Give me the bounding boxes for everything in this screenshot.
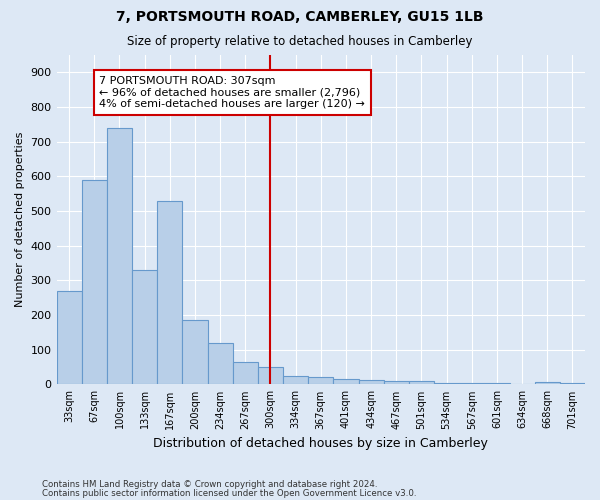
Bar [182,320,208,384]
Bar [283,376,308,384]
Bar [383,381,409,384]
Bar [233,362,258,384]
Bar [409,381,434,384]
Bar [535,382,560,384]
Bar [258,367,283,384]
Bar [208,343,233,384]
Text: 7 PORTSMOUTH ROAD: 307sqm
← 96% of detached houses are smaller (2,796)
4% of sem: 7 PORTSMOUTH ROAD: 307sqm ← 96% of detac… [100,76,365,109]
Bar [56,291,82,384]
Bar [82,180,107,384]
Text: Size of property relative to detached houses in Camberley: Size of property relative to detached ho… [127,35,473,48]
Bar [359,380,383,384]
Y-axis label: Number of detached properties: Number of detached properties [15,132,25,308]
Bar [107,128,132,384]
X-axis label: Distribution of detached houses by size in Camberley: Distribution of detached houses by size … [154,437,488,450]
Bar [157,200,182,384]
Bar [308,378,334,384]
Bar [132,270,157,384]
Text: Contains HM Land Registry data © Crown copyright and database right 2024.: Contains HM Land Registry data © Crown c… [42,480,377,489]
Text: 7, PORTSMOUTH ROAD, CAMBERLEY, GU15 1LB: 7, PORTSMOUTH ROAD, CAMBERLEY, GU15 1LB [116,10,484,24]
Bar [434,382,459,384]
Bar [334,378,359,384]
Text: Contains public sector information licensed under the Open Government Licence v3: Contains public sector information licen… [42,488,416,498]
